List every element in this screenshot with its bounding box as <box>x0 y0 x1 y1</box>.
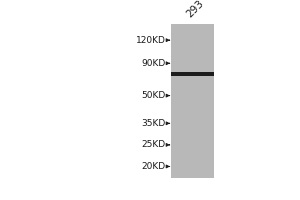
Text: 20KD: 20KD <box>141 162 165 171</box>
Text: 120KD: 120KD <box>136 36 165 45</box>
Text: 293: 293 <box>185 0 206 19</box>
Text: 35KD: 35KD <box>141 119 165 128</box>
Text: 50KD: 50KD <box>141 91 165 100</box>
Text: 90KD: 90KD <box>141 59 165 68</box>
Bar <box>171 24 214 178</box>
Text: 25KD: 25KD <box>141 140 165 149</box>
Bar <box>171 72 214 76</box>
